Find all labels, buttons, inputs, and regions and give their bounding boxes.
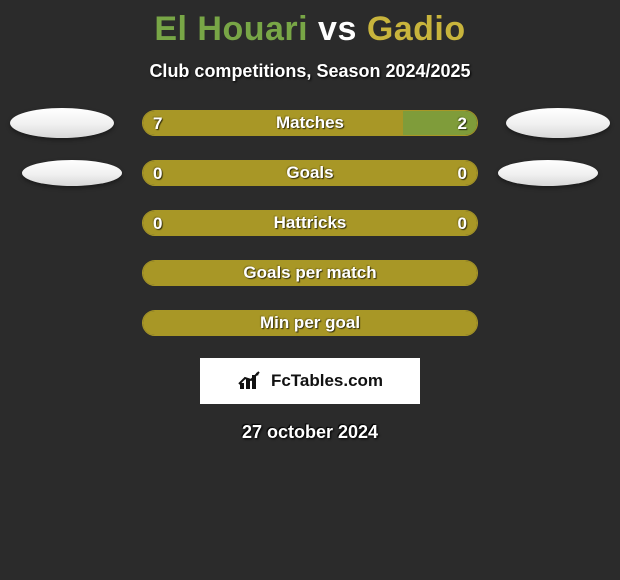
stat-row-hattricks: 00Hattricks: [0, 210, 620, 236]
stat-row-goals_per_match: Goals per match: [0, 260, 620, 286]
player2-avatar: [506, 108, 610, 138]
bar-fill-empty: [143, 211, 477, 235]
stat-value-left: 0: [153, 211, 162, 235]
stat-row-matches: 72Matches: [0, 110, 620, 136]
stat-value-right: 2: [458, 111, 467, 135]
title: El Houari vs Gadio: [0, 0, 620, 49]
stat-bar-matches: 72Matches: [142, 110, 478, 136]
stat-bar-goals_per_match: Goals per match: [142, 260, 478, 286]
brand-chart-icon: [237, 370, 265, 392]
stat-value-right: 0: [458, 211, 467, 235]
brand-badge[interactable]: FcTables.com: [200, 358, 420, 404]
player1-avatar: [10, 108, 114, 138]
title-player1: El Houari: [154, 10, 308, 48]
comparison-card: El Houari vs Gadio Club competitions, Se…: [0, 0, 620, 580]
stat-bar-hattricks: 00Hattricks: [142, 210, 478, 236]
stat-row-goals: 00Goals: [0, 160, 620, 186]
stat-bar-min_per_goal: Min per goal: [142, 310, 478, 336]
title-player2: Gadio: [367, 10, 466, 48]
brand-text: FcTables.com: [271, 371, 383, 391]
bar-fill-empty: [143, 311, 477, 335]
subtitle: Club competitions, Season 2024/2025: [0, 61, 620, 82]
stat-row-min_per_goal: Min per goal: [0, 310, 620, 336]
date-stamp: 27 october 2024: [0, 422, 620, 443]
title-vs: vs: [318, 10, 357, 48]
bar-fill-left: [143, 111, 403, 135]
bar-fill-empty: [143, 161, 477, 185]
stat-value-right: 0: [458, 161, 467, 185]
stat-value-left: 7: [153, 111, 162, 135]
player2-avatar: [498, 160, 598, 186]
player1-avatar: [22, 160, 122, 186]
bar-fill-empty: [143, 261, 477, 285]
stat-rows: 72Matches00Goals00HattricksGoals per mat…: [0, 110, 620, 336]
stat-bar-goals: 00Goals: [142, 160, 478, 186]
stat-value-left: 0: [153, 161, 162, 185]
